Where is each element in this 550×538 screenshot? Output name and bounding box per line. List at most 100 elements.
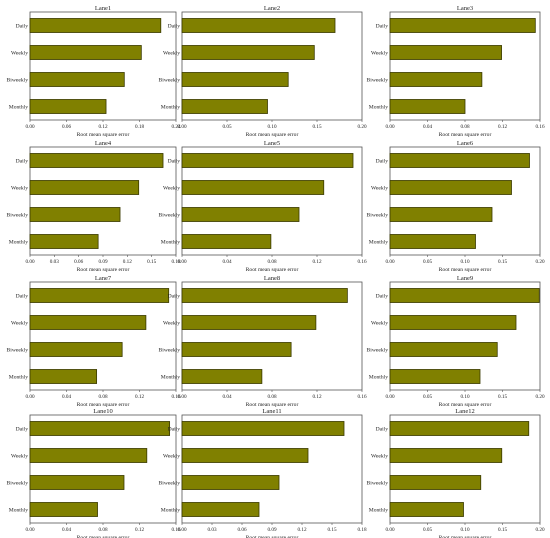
chart-title: Lane5 xyxy=(264,140,280,147)
x-tick-label: 0.18 xyxy=(357,527,366,533)
category-label: Weekly xyxy=(163,454,180,460)
x-tick-label: 0.15 xyxy=(312,124,321,130)
bar xyxy=(181,45,315,60)
category-label: Biweekly xyxy=(7,481,29,487)
category-label: Biweekly xyxy=(7,348,29,354)
bar xyxy=(389,342,498,357)
x-tick-label: 0.04 xyxy=(62,527,71,533)
bar xyxy=(181,342,292,357)
bar xyxy=(181,475,280,490)
x-tick-label: 0.20 xyxy=(535,527,544,533)
x-tick-label: 0.12 xyxy=(312,394,321,400)
x-tick-label: 0.16 xyxy=(171,527,180,533)
category-label: Biweekly xyxy=(159,481,181,487)
category-label: Daily xyxy=(16,159,29,165)
x-tick-label: 0.20 xyxy=(535,259,544,265)
bar xyxy=(181,207,300,222)
category-label: Weekly xyxy=(371,321,388,327)
bar xyxy=(389,288,540,303)
x-tick-label: 0.10 xyxy=(460,394,469,400)
category-label: Weekly xyxy=(163,321,180,327)
x-tick-label: 0.00 xyxy=(177,259,186,265)
x-tick-label: 0.10 xyxy=(460,259,469,265)
category-label: Weekly xyxy=(11,51,28,57)
bar xyxy=(29,502,98,517)
category-label: Monthly xyxy=(369,240,388,246)
category-label: Daily xyxy=(168,159,181,165)
x-tick-label: 0.10 xyxy=(267,124,276,130)
x-tick-label: 0.00 xyxy=(177,124,186,130)
x-tick-label: 0.20 xyxy=(357,124,366,130)
category-label: Daily xyxy=(376,427,389,433)
category-label: Biweekly xyxy=(159,78,181,84)
bar xyxy=(389,45,502,60)
category-label: Biweekly xyxy=(367,348,389,354)
x-tick-label: 0.05 xyxy=(423,259,432,265)
bar xyxy=(181,153,354,168)
bar xyxy=(29,207,121,222)
bar xyxy=(29,45,142,60)
x-tick-label: 0.06 xyxy=(237,527,246,533)
bar xyxy=(29,475,125,490)
bar xyxy=(29,18,162,33)
x-tick-label: 0.04 xyxy=(423,124,432,130)
category-label: Biweekly xyxy=(367,481,389,487)
x-tick-label: 0.05 xyxy=(423,527,432,533)
bar xyxy=(29,99,107,114)
x-tick-label: 0.00 xyxy=(385,394,394,400)
bar xyxy=(181,234,272,249)
x-tick-label: 0.12 xyxy=(135,394,144,400)
x-tick-label: 0.08 xyxy=(98,527,107,533)
chart-title: Lane12 xyxy=(455,408,475,415)
category-label: Monthly xyxy=(369,105,388,111)
category-label: Daily xyxy=(168,427,181,433)
bar xyxy=(389,234,476,249)
x-axis-label: Root mean square error xyxy=(77,402,130,408)
chart-title: Lane2 xyxy=(264,5,280,12)
bar xyxy=(389,315,517,330)
x-axis-label: Root mean square error xyxy=(246,402,299,408)
category-label: Monthly xyxy=(9,508,28,514)
category-label: Daily xyxy=(376,24,389,30)
bar xyxy=(181,18,336,33)
x-tick-label: 0.00 xyxy=(385,527,394,533)
bar xyxy=(29,342,123,357)
bar xyxy=(389,153,530,168)
x-tick-label: 0.08 xyxy=(98,394,107,400)
category-label: Weekly xyxy=(163,186,180,192)
x-axis-label: Root mean square error xyxy=(77,535,130,538)
category-label: Biweekly xyxy=(159,213,181,219)
x-tick-label: 0.12 xyxy=(135,527,144,533)
x-tick-label: 0.03 xyxy=(50,259,59,265)
category-label: Weekly xyxy=(11,454,28,460)
bar xyxy=(29,72,125,87)
bar xyxy=(29,180,140,195)
x-tick-label: 0.00 xyxy=(385,124,394,130)
x-tick-label: 0.10 xyxy=(460,527,469,533)
category-label: Daily xyxy=(16,24,29,30)
x-tick-label: 0.15 xyxy=(147,259,156,265)
bar xyxy=(181,369,263,384)
x-tick-label: 0.12 xyxy=(123,259,132,265)
x-tick-label: 0.08 xyxy=(267,259,276,265)
chart-title: Lane3 xyxy=(457,5,473,12)
category-label: Monthly xyxy=(161,508,180,514)
x-tick-label: 0.06 xyxy=(62,124,71,130)
bar xyxy=(29,153,164,168)
bar xyxy=(389,502,464,517)
category-label: Weekly xyxy=(371,186,388,192)
x-tick-label: 0.04 xyxy=(62,394,71,400)
bar xyxy=(181,180,325,195)
bar xyxy=(29,421,171,436)
x-tick-label: 0.12 xyxy=(297,527,306,533)
x-tick-label: 0.00 xyxy=(385,259,394,265)
category-label: Daily xyxy=(376,159,389,165)
category-label: Weekly xyxy=(11,321,28,327)
x-tick-label: 0.00 xyxy=(25,259,34,265)
bar xyxy=(29,315,147,330)
bar xyxy=(389,369,481,384)
bar xyxy=(181,288,348,303)
x-tick-label: 0.12 xyxy=(498,124,507,130)
category-label: Daily xyxy=(376,294,389,300)
